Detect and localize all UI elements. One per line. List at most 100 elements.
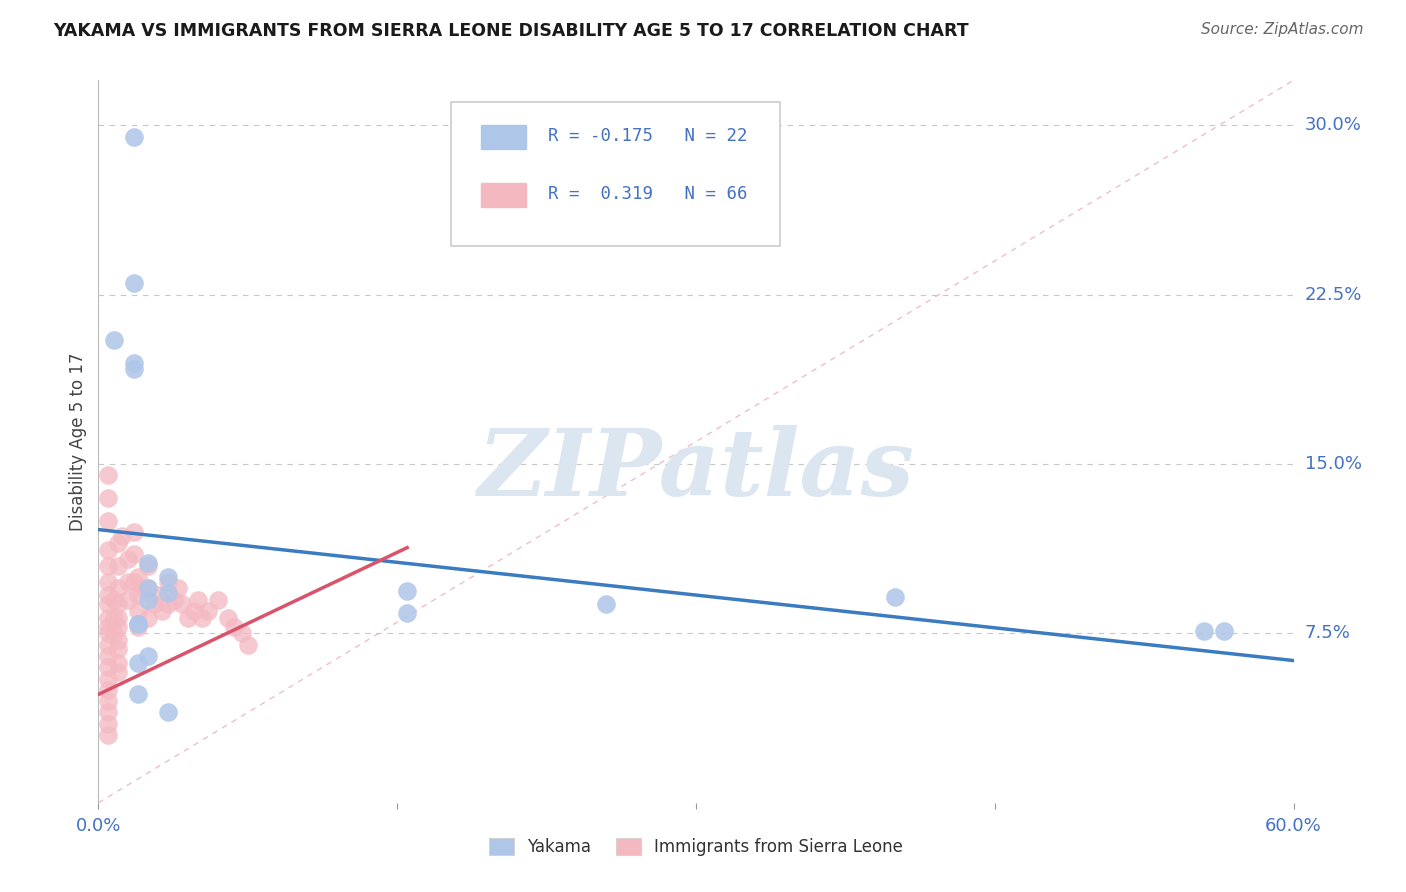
Text: 30.0%: 30.0% <box>1305 117 1361 135</box>
Text: 15.0%: 15.0% <box>1305 455 1361 473</box>
Point <box>172 597 194 611</box>
Point <box>97 672 120 686</box>
Point <box>148 588 170 602</box>
Point <box>97 660 120 674</box>
Point <box>157 586 180 600</box>
Point <box>117 592 139 607</box>
Point <box>183 604 205 618</box>
Point <box>127 604 149 618</box>
Point <box>167 582 190 596</box>
Point <box>111 529 134 543</box>
Point <box>124 362 146 376</box>
Point <box>136 582 159 596</box>
Point <box>157 597 180 611</box>
Y-axis label: Disability Age 5 to 17: Disability Age 5 to 17 <box>69 352 87 531</box>
Point <box>884 591 907 605</box>
Point <box>127 570 149 584</box>
Point <box>107 597 129 611</box>
Point <box>124 548 146 562</box>
Point <box>177 610 200 624</box>
Text: YAKAMA VS IMMIGRANTS FROM SIERRA LEONE DISABILITY AGE 5 TO 17 CORRELATION CHART: YAKAMA VS IMMIGRANTS FROM SIERRA LEONE D… <box>53 22 969 40</box>
Point <box>103 610 125 624</box>
Point <box>97 728 120 742</box>
Point <box>103 333 125 347</box>
Point <box>97 468 120 483</box>
Point <box>97 558 120 573</box>
Point <box>150 604 173 618</box>
Point <box>124 129 146 144</box>
Point <box>124 277 146 291</box>
Point <box>97 620 120 634</box>
Bar <box>481 183 526 207</box>
Text: 7.5%: 7.5% <box>1305 624 1351 642</box>
Point <box>107 620 129 634</box>
Text: 22.5%: 22.5% <box>1305 285 1362 304</box>
Point <box>97 626 120 640</box>
Point <box>97 597 120 611</box>
Bar <box>481 125 526 149</box>
Point <box>157 706 180 720</box>
Point <box>127 617 149 632</box>
Point <box>103 592 125 607</box>
Text: Source: ZipAtlas.com: Source: ZipAtlas.com <box>1201 22 1364 37</box>
Point <box>103 626 125 640</box>
Point <box>127 656 149 670</box>
Point <box>136 610 159 624</box>
Point <box>157 574 180 589</box>
Point <box>143 597 166 611</box>
Point <box>396 583 419 598</box>
Point <box>107 633 129 648</box>
Point <box>117 574 139 589</box>
Point <box>97 491 120 505</box>
Point <box>231 626 253 640</box>
Point <box>97 542 120 557</box>
Point <box>163 592 186 607</box>
Point <box>107 610 129 624</box>
Point <box>595 597 617 611</box>
Point <box>197 604 219 618</box>
Point <box>124 574 146 589</box>
Point <box>97 706 120 720</box>
Point <box>131 582 153 596</box>
Point <box>136 558 159 573</box>
Text: R =  0.319   N = 66: R = 0.319 N = 66 <box>548 185 747 202</box>
Point <box>117 552 139 566</box>
Point <box>107 582 129 596</box>
Point <box>127 617 149 632</box>
Point <box>97 648 120 663</box>
Point <box>124 355 146 369</box>
Point <box>217 610 239 624</box>
Point <box>1192 624 1215 639</box>
Point <box>107 656 129 670</box>
Point <box>136 557 159 571</box>
Point <box>127 620 149 634</box>
Point <box>97 638 120 652</box>
Point <box>124 524 146 539</box>
Point <box>191 610 214 624</box>
Point <box>136 592 159 607</box>
Point <box>127 687 149 701</box>
Point <box>107 536 129 550</box>
Text: ZIPatlas: ZIPatlas <box>478 425 914 516</box>
Point <box>97 716 120 731</box>
Point <box>187 592 209 607</box>
Point <box>107 665 129 679</box>
Point <box>396 606 419 620</box>
Point <box>1212 624 1234 639</box>
Point <box>97 610 120 624</box>
Point <box>136 582 159 596</box>
Point <box>107 642 129 657</box>
Point <box>136 648 159 663</box>
Point <box>107 558 129 573</box>
Legend: Yakama, Immigrants from Sierra Leone: Yakama, Immigrants from Sierra Leone <box>482 831 910 863</box>
Point <box>222 620 245 634</box>
FancyBboxPatch shape <box>451 102 780 246</box>
Point <box>157 570 180 584</box>
Point <box>97 514 120 528</box>
Point <box>97 574 120 589</box>
Point <box>97 588 120 602</box>
Text: R = -0.175   N = 22: R = -0.175 N = 22 <box>548 127 747 145</box>
Point <box>207 592 229 607</box>
Point <box>97 682 120 697</box>
Point <box>236 638 259 652</box>
